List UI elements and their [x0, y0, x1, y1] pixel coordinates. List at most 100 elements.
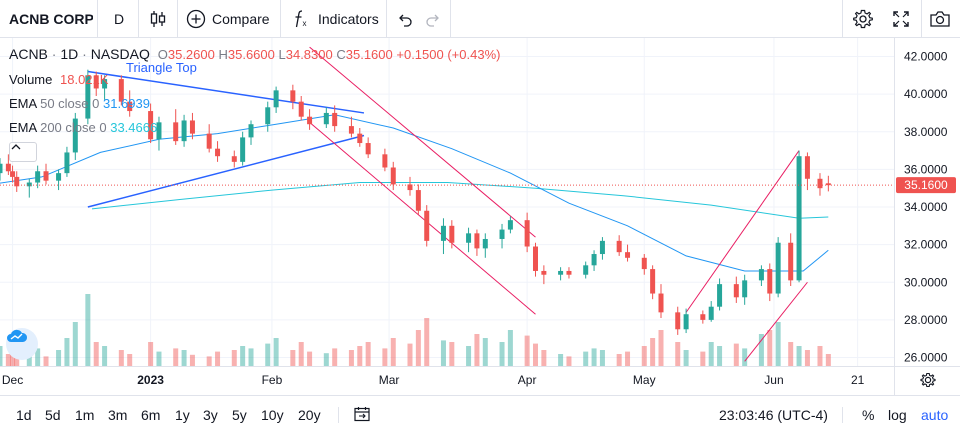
- chart-area[interactable]: 42.0000 40.0000 38.0000 36.0000 34.0000 32.00…: [0, 38, 960, 395]
- candle-body: [118, 79, 124, 102]
- settings-icon: [852, 8, 874, 30]
- auto-toggle[interactable]: auto: [921, 396, 948, 433]
- volume-bar: [407, 343, 413, 366]
- candle-body: [532, 246, 538, 271]
- legend-ticker: ACNB: [9, 46, 48, 62]
- chart-type-button[interactable]: [148, 0, 168, 38]
- candle-body: [440, 225, 446, 241]
- ema50-legend[interactable]: EMA 50 close 0 31.6939: [9, 96, 150, 111]
- volume-bar: [641, 346, 647, 366]
- svg-text:x: x: [303, 19, 307, 28]
- percent-toggle[interactable]: %: [862, 396, 874, 433]
- legend-collapse-button[interactable]: [9, 142, 37, 162]
- rising-channel-lower: [744, 281, 808, 362]
- candle-body: [26, 182, 32, 187]
- range-label: 1d: [16, 407, 32, 423]
- range-1m[interactable]: 1m: [75, 396, 94, 433]
- range-10y[interactable]: 10y: [261, 396, 284, 433]
- goto-date-button[interactable]: [353, 396, 371, 433]
- interval-button[interactable]: D: [114, 0, 124, 38]
- candle-body: [215, 148, 221, 157]
- candle-body: [35, 171, 41, 183]
- redo-button[interactable]: [424, 0, 442, 38]
- screenshot-button[interactable]: [929, 0, 951, 38]
- candle-body: [102, 79, 108, 89]
- clock-timezone[interactable]: 23:03:46 (UTC-4): [719, 396, 828, 433]
- undo-button[interactable]: [396, 0, 414, 38]
- tradingview-logo[interactable]: [6, 328, 38, 360]
- volume-bar: [248, 348, 254, 366]
- volume-bar: [683, 350, 689, 366]
- candle-body: [5, 163, 11, 172]
- volume-bar: [64, 338, 70, 366]
- candle-body: [127, 101, 133, 112]
- candle-body: [658, 293, 664, 313]
- ema200-value: 33.4666: [110, 120, 158, 135]
- volume-bar: [675, 342, 681, 366]
- symbol-legend[interactable]: ACNB · 1D · NASDAQ O35.2600 H35.6600 L34…: [9, 46, 501, 62]
- volume-bar: [424, 318, 430, 366]
- candle-body: [148, 111, 154, 140]
- candle-body: [641, 257, 647, 270]
- log-toggle[interactable]: log: [888, 396, 907, 433]
- undo-icon: [396, 10, 414, 28]
- volume-bar: [482, 338, 488, 366]
- price-tick-label: 30.0000: [904, 275, 948, 289]
- volume-bar: [440, 340, 446, 366]
- candle-body: [591, 254, 597, 266]
- price-tick-label: 40.0000: [904, 87, 948, 101]
- candle-body: [173, 122, 179, 142]
- volume-bar: [532, 343, 538, 366]
- fullscreen-icon: [891, 9, 911, 29]
- volume-bar: [708, 342, 714, 366]
- volume-bar: [156, 351, 162, 366]
- price-chart[interactable]: 42.0000 40.0000 38.0000 36.0000 34.0000 32.00…: [0, 38, 960, 395]
- candle-body: [804, 156, 810, 179]
- range-1d[interactable]: 1d: [16, 396, 32, 433]
- volume-bar: [796, 346, 802, 366]
- indicators-button[interactable]: x Indicators: [292, 0, 379, 38]
- volume-bar: [717, 346, 723, 366]
- range-20y[interactable]: 20y: [298, 396, 321, 433]
- candle-body: [424, 210, 430, 241]
- symbol-search-button[interactable]: ACNB CORP: [9, 0, 93, 38]
- range-3m[interactable]: 3m: [108, 396, 127, 433]
- volume-bar: [658, 330, 664, 366]
- range-5d[interactable]: 5d: [45, 396, 61, 433]
- range-5y[interactable]: 5y: [232, 396, 247, 433]
- volume-bar: [323, 353, 329, 366]
- candle-body: [507, 220, 513, 230]
- volume-legend[interactable]: Volume 18.021K: [9, 72, 108, 87]
- volume-bar: [825, 354, 831, 366]
- fullscreen-button[interactable]: [891, 0, 911, 38]
- ema200-legend[interactable]: EMA 200 close 0 33.4666: [9, 120, 157, 135]
- volume-bar: [817, 346, 823, 366]
- range-1y[interactable]: 1y: [175, 396, 190, 433]
- candle-body: [72, 118, 78, 153]
- volume-bar: [599, 350, 605, 366]
- volume-bar: [733, 343, 739, 366]
- low-label: L: [278, 47, 286, 62]
- plus-circle-icon: [186, 9, 206, 29]
- candle-body: [566, 270, 572, 275]
- candle-body: [675, 312, 681, 330]
- candle-body: [43, 171, 49, 181]
- price-tick-label: 34.0000: [904, 200, 948, 214]
- settings-button[interactable]: [852, 0, 874, 38]
- volume-bar: [298, 342, 304, 366]
- candle-body: [248, 124, 254, 138]
- compare-button[interactable]: Compare: [186, 0, 270, 38]
- candle-body: [290, 90, 296, 102]
- range-6m[interactable]: 6m: [141, 396, 160, 433]
- volume-bar: [85, 294, 91, 366]
- volume-bar: [767, 330, 773, 366]
- range-label: 10y: [261, 407, 284, 423]
- ema50-line: [0, 114, 829, 272]
- range-3y[interactable]: 3y: [203, 396, 218, 433]
- candle-body: [775, 242, 781, 294]
- volume-value: 18.021K: [60, 72, 109, 87]
- volume-bar: [650, 338, 656, 366]
- candle-body: [348, 126, 354, 134]
- volume-bar: [541, 350, 547, 366]
- volume-bar: [566, 356, 572, 366]
